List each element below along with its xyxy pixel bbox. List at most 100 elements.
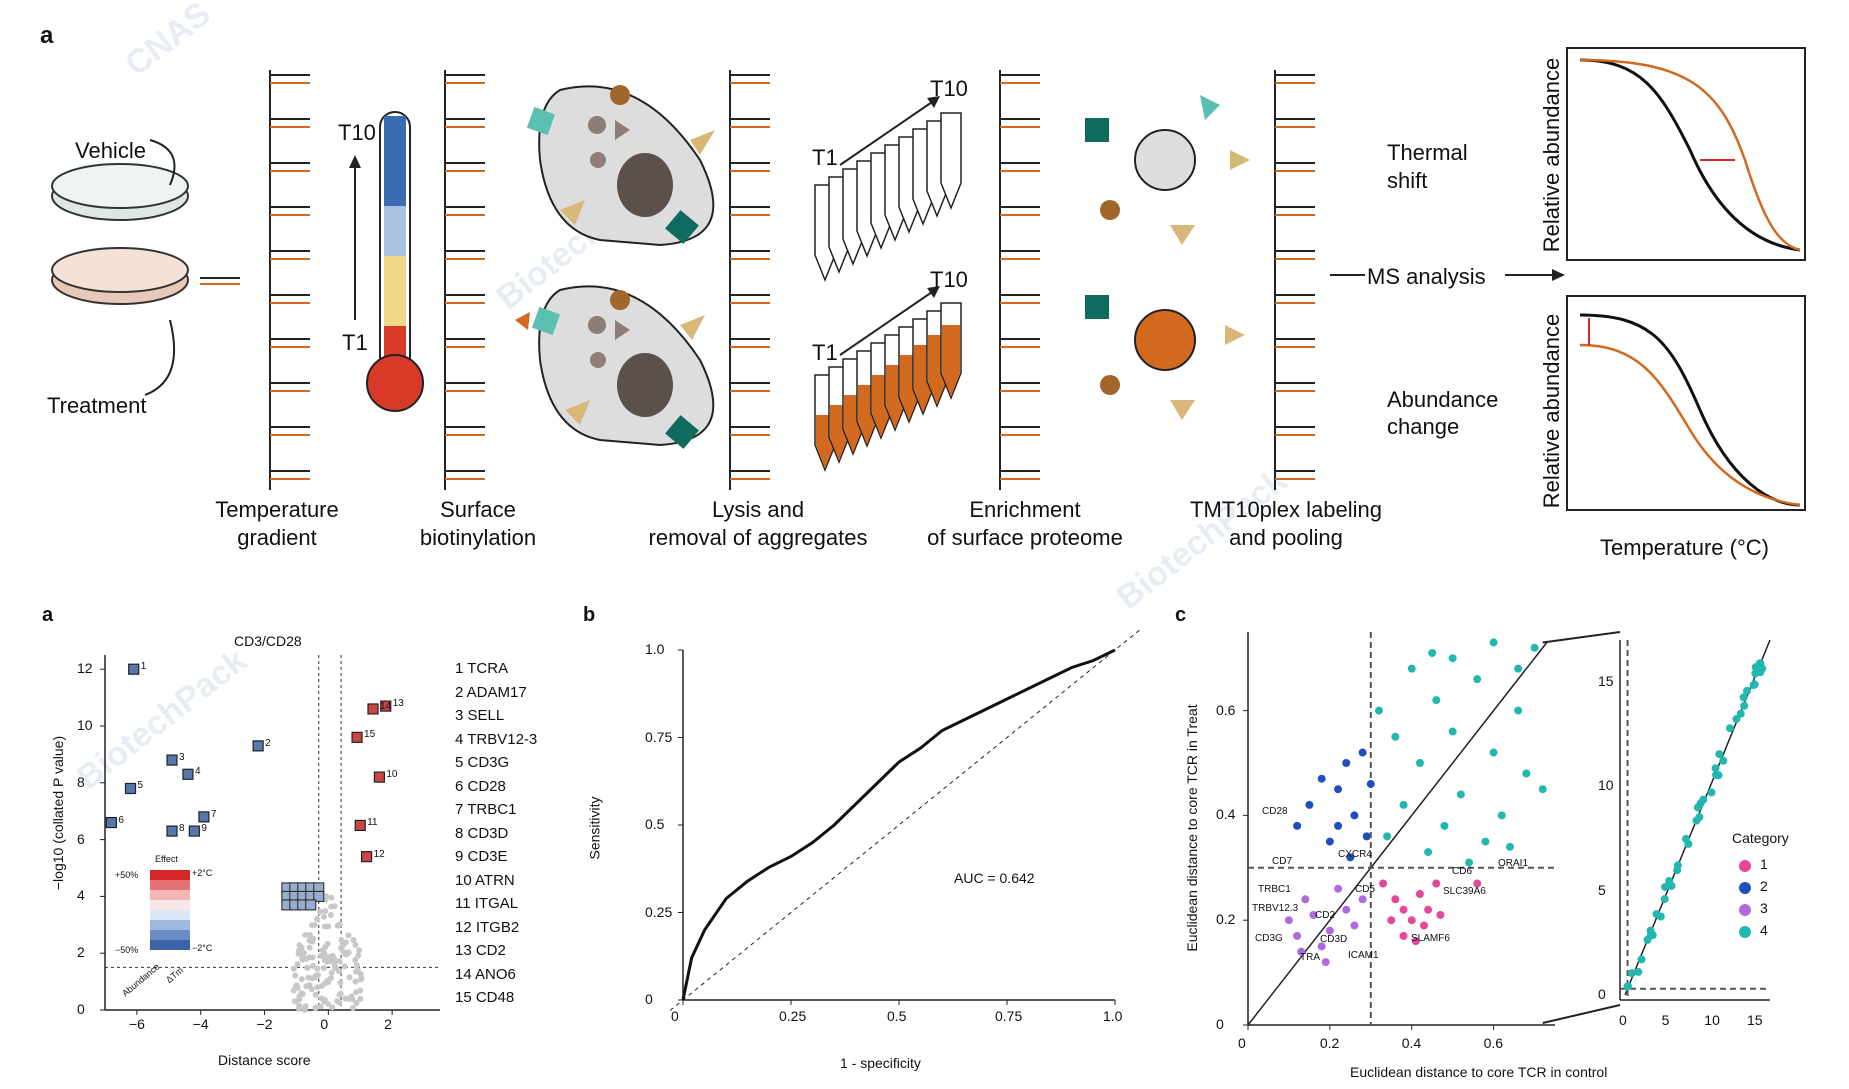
scatter-point-cat-3 [1350,921,1359,930]
vehicle-label: Vehicle [75,138,146,163]
volcano-gray-point [350,937,357,944]
volcano-gray-point [317,908,324,915]
scatter-point-cat-1 [1391,895,1400,904]
treatment-label: Treatment [47,393,147,418]
volcano-y-tick-label: 8 [77,773,85,790]
t1-label: T1 [342,330,368,355]
roc-x-tick-label: 0.25 [779,1008,807,1024]
volcano-gray-point [353,962,360,969]
temperature-axis-label: Temperature (°C) [1600,535,1769,560]
step-label-line-1: Temperature [215,497,339,522]
tmt-lane-ladders [269,70,1315,490]
inset-point [1714,771,1723,780]
gene-list-item: 7 TRBC1 [455,801,517,818]
scatter-point-cat-1 [1432,879,1441,888]
volcano-point-label: 14 [380,700,392,712]
gene-list-item: 14 ANO6 [455,965,516,983]
zoom-line [1542,631,1621,644]
inset-point [1711,764,1720,773]
volcano-point-label: 8 [179,823,185,835]
effect-swatch [150,940,170,950]
scatter-point-cat-1 [1411,937,1420,946]
scatter-point-cat-4 [1505,842,1514,851]
volcano-labeled-point [198,811,210,823]
volcano-y-tick-label: 12 [77,660,93,677]
scatter-point-cat-4 [1530,643,1539,652]
volcano-gray-point [357,976,364,983]
volcano-point-label: 1 [140,661,147,673]
scatter-y-tick-label: 0.6 [1216,701,1236,718]
thermal-shift-plot [1566,47,1806,261]
inset-point [1693,803,1702,812]
volcano-gray-point [348,993,355,1000]
gene-list-item: 10 ATRN [455,871,515,889]
volcano-point-label: 3 [179,752,185,764]
step-label-line-2: gradient [237,525,317,550]
volcano-title: CD3/CD28 [234,633,302,649]
scatter-point-cat-3 [1293,931,1302,940]
scatter-point-cat-4 [1448,654,1457,663]
volcano-gray-point [334,922,341,929]
scatter-point-cat-3 [1321,958,1330,967]
volcano-x-tick-label: −4 [192,1016,209,1032]
volcano-labeled-point [351,731,363,743]
volcano-gray-point [312,991,319,998]
volcano-gray-point [306,944,313,951]
scatter-point-cat-2 [1358,748,1367,757]
volcano-gray-point [355,952,362,959]
volcano-gray-point [290,965,297,972]
scatter-x-tick-label: 0.2 [1319,1035,1340,1051]
inset-point [1756,659,1765,668]
inset-y-tick-label: 0 [1598,986,1606,1002]
volcano-gray-point [321,964,328,971]
gene-list-item: 3 SELL [455,707,505,724]
volcano-point-label: 5 [137,780,144,792]
inset-point [1719,756,1728,765]
effect-swatch [150,900,170,910]
legend-label: 3 [1760,900,1768,916]
effect-swatch [170,940,190,950]
arrow-icon [149,139,176,186]
gene-list-item: 1 TCRA [455,660,509,677]
volcano-point-label: 2 [265,737,271,749]
scatter-point-cat-4 [1448,727,1457,736]
volcano-gray-point [327,911,334,918]
scatter-point-cat-3 [1358,895,1367,904]
effect-swatch [170,900,190,910]
thermometer-icon [349,111,424,412]
scatter-point-cat-3 [1309,910,1318,919]
volcano-labeled-point [361,851,373,863]
inset-point [1656,912,1665,921]
inset-x-tick-label: 15 [1746,1012,1763,1028]
volcano-gray-point [313,915,320,922]
volcano-gray-point [349,1004,356,1011]
volcano-gray-point [298,976,305,983]
scatter-point-cat-4 [1497,811,1506,820]
step-label-1: Temperature gradient [137,496,417,552]
effect-swatch [150,920,170,930]
abundance-change-label-1: Abundance [1387,387,1499,412]
inset-point [1684,839,1693,848]
bead-vehicle [1085,95,1250,245]
volcano-labeled-point [166,825,178,837]
volcano-labeled-point [367,703,379,715]
volcano-gray-point [338,937,345,944]
scatter-point-cat-1 [1424,905,1433,914]
step-label-line-2: removal of aggregates [648,525,868,550]
volcano-gray-point [306,931,313,938]
cell-vehicle [526,85,715,247]
scatter-point-cat-2 [1305,800,1314,809]
scatter-point-cat-4 [1391,732,1400,741]
volcano-gray-point [313,974,320,981]
effect-bot-right: −2°C [192,943,213,953]
scatter-point-cat-4 [1424,848,1433,857]
step-label-4: Enrichment of surface proteome [885,496,1165,552]
scatter-point-cat-4 [1481,837,1490,846]
volcano-gray-point [309,962,316,969]
scatter-y-tick-label: 0.4 [1216,806,1236,823]
panel-label-roc: b [583,604,596,626]
inset-point [1736,709,1745,718]
volcano-gray-point [302,932,309,939]
roc-y-tick-label: 0.5 [645,816,665,832]
